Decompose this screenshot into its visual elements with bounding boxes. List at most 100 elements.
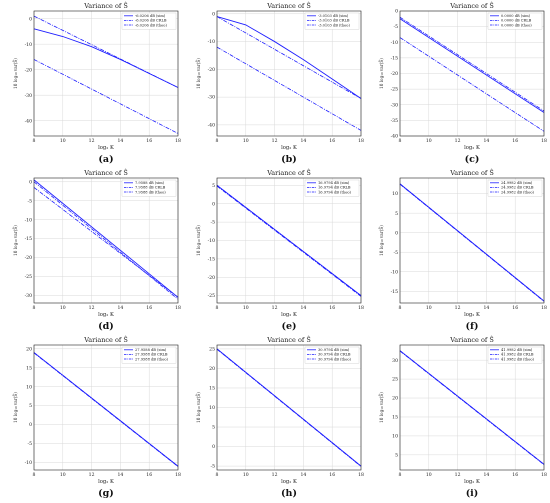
chart-panel-c: Variance of Ŝ 8 10 12 14 16 18 0 -5 -10 -15 -20 -25 -…: [379, 1, 547, 165]
x-tick-label: 12: [455, 138, 461, 144]
series-line-1: [216, 16, 362, 99]
panel-caption: (h): [281, 488, 297, 499]
legend-entry: 27.9588 dB (sim): [135, 348, 167, 352]
x-tick-label: 14: [300, 472, 306, 478]
chart-panel-e: Variance of Ŝ 8 10 12 14 16 18 5 0 -5 -10 -15 -20 -25…: [196, 168, 364, 332]
x-axis-label: log₂ K: [464, 312, 480, 318]
y-tick-label: 20: [209, 366, 215, 372]
legend-entry: 7.9588 dB CRLB: [135, 186, 166, 190]
x-tick-label: 12: [89, 138, 95, 144]
y-tick-label: -5: [28, 441, 33, 447]
legend: -3.0103 dB (sim)-3.0103 dB CRLB-3.0103 d…: [304, 12, 360, 30]
y-tick-label: -20: [25, 67, 32, 73]
legend-entry: 24.9982 dB (theo): [501, 190, 535, 194]
plot-frame: [399, 344, 545, 471]
chart-title: Variance of Ŝ: [449, 335, 494, 344]
legend-entry: -6.0206 dB (theo): [135, 23, 167, 27]
x-tick-label: 10: [60, 138, 66, 144]
y-tick-label: -15: [391, 289, 398, 295]
legend-box: [304, 346, 360, 364]
x-tick-label: 8: [399, 472, 402, 478]
chart-panel-h: Variance of Ŝ 8 10 12 14 16 18 25 20 15 10 5 0 -5 log₂…: [196, 335, 364, 499]
legend-entry: 27.9588 dB CRLB: [135, 353, 168, 357]
legend-box: [304, 12, 360, 30]
y-tick-label: -5: [394, 24, 399, 30]
y-tick-label: -15: [25, 236, 32, 242]
legend-entry: -6.0206 dB CRLB: [135, 19, 167, 23]
x-tick-label: 14: [300, 138, 306, 144]
x-tick-label: 14: [117, 305, 123, 311]
y-tick-label: -20: [208, 67, 215, 73]
x-axis-label: log₂ K: [98, 145, 114, 151]
plot-frame: [33, 10, 179, 137]
x-tick-label: 8: [33, 138, 36, 144]
x-tick-label: 14: [117, 138, 123, 144]
y-tick-label: -10: [208, 39, 215, 45]
legend-entry: -3.0103 dB CRLB: [318, 19, 350, 23]
y-tick-label: -30: [25, 93, 32, 99]
chart-panel-i: Variance of Ŝ 8 10 12 14 16 18 30 25 20 15 10 5 log₂ …: [379, 335, 547, 499]
y-tick-label: -10: [391, 40, 398, 46]
x-tick-label: 12: [89, 305, 95, 311]
y-tick-label: -25: [208, 293, 215, 299]
x-tick-label: 10: [426, 138, 432, 144]
x-tick-label: 10: [426, 472, 432, 478]
series-line-2: [33, 181, 179, 300]
x-tick-label: 8: [399, 305, 402, 311]
y-tick-label: 10: [392, 434, 398, 440]
panel-caption: (i): [466, 488, 479, 499]
legend-box: [121, 346, 177, 364]
legend-box: [487, 346, 543, 364]
panel-caption: (b): [281, 154, 297, 165]
legend-box: [487, 179, 543, 197]
chart-panel-a: Variance of Ŝ 8 10 12 14 16 18 0 -10 -20 -30 -40 log…: [13, 1, 181, 165]
y-axis-label: 10 log₁₀ var(Ŝ): [379, 225, 384, 256]
x-axis-label: log₂ K: [464, 479, 480, 485]
legend-entry: -3.0103 dB (sim): [318, 14, 349, 18]
x-tick-label: 18: [541, 472, 547, 478]
y-tick-label: -15: [391, 55, 398, 61]
series-line-3: [216, 185, 362, 297]
chart-title: Variance of Ŝ: [83, 168, 128, 177]
y-tick-label: 20: [392, 396, 398, 402]
y-tick-label: 15: [26, 365, 32, 371]
y-tick-label: -10: [25, 42, 32, 48]
y-axis-label: 10 log₁₀ var(Ŝ): [13, 392, 18, 423]
series-line-3: [33, 59, 179, 134]
y-tick-label: -10: [25, 460, 32, 466]
x-tick-label: 12: [455, 472, 461, 478]
y-tick-label: -35: [391, 118, 398, 124]
x-tick-label: 14: [483, 472, 489, 478]
x-tick-label: 18: [541, 305, 547, 311]
legend-entry: 7.9588 dB (sim): [135, 181, 165, 185]
y-tick-label: -30: [25, 293, 32, 299]
panel-caption: (c): [465, 154, 480, 165]
panel-caption: (f): [465, 321, 478, 332]
y-tick-label: 10: [209, 405, 215, 411]
x-tick-label: 8: [216, 305, 219, 311]
y-tick-label: 0: [395, 9, 398, 15]
y-tick-label: 0: [212, 201, 215, 207]
legend-entry: 41.9982 dB (theo): [501, 357, 535, 361]
x-tick-label: 10: [426, 305, 432, 311]
y-tick-label: -5: [211, 220, 216, 226]
x-tick-label: 8: [216, 138, 219, 144]
chart-title: Variance of Ŝ: [266, 168, 311, 177]
series-line-3: [399, 183, 545, 302]
series-line-3: [399, 350, 545, 466]
plot-frame: [216, 10, 362, 137]
series-line-1: [399, 18, 545, 113]
x-tick-label: 18: [358, 472, 364, 478]
x-tick-label: 14: [483, 138, 489, 144]
panel-caption: (a): [98, 154, 113, 165]
x-tick-label: 8: [216, 472, 219, 478]
x-tick-label: 16: [512, 305, 518, 311]
y-axis-label: 10 log₁₀ var(Ŝ): [196, 392, 201, 423]
plot-frame: [216, 344, 362, 471]
y-tick-label: -10: [25, 217, 32, 223]
x-tick-label: 16: [329, 472, 335, 478]
